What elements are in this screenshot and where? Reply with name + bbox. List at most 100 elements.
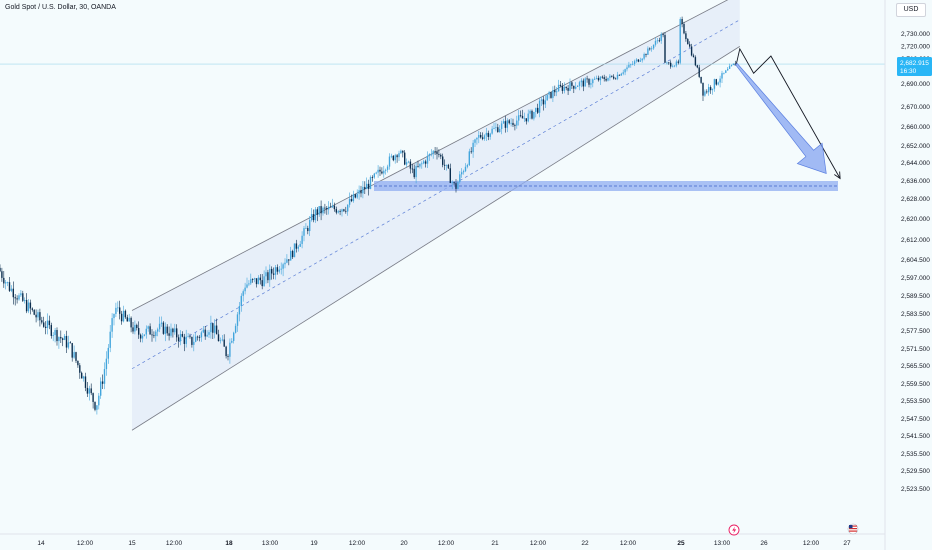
candle-64 xyxy=(120,310,123,325)
candle-28 xyxy=(52,332,54,342)
currency-button[interactable]: USD xyxy=(896,3,926,17)
candle-323 xyxy=(613,74,615,80)
candle-body xyxy=(134,324,136,332)
x-tick-label: 12:00 xyxy=(77,540,94,547)
candle-body xyxy=(10,288,13,291)
candle-379 xyxy=(719,75,721,88)
candle-60 xyxy=(113,313,115,326)
candle-183 xyxy=(347,204,349,216)
candle-11 xyxy=(20,289,22,297)
candle-body xyxy=(652,44,655,49)
candle-body xyxy=(586,78,588,80)
candle-body xyxy=(267,272,269,281)
candle-195 xyxy=(369,175,372,190)
candle-body xyxy=(221,339,223,341)
projection-path xyxy=(735,47,841,179)
candle-180 xyxy=(341,208,343,217)
candle-body xyxy=(377,169,379,173)
candle-body xyxy=(358,190,360,194)
channel-upper-line xyxy=(131,0,729,311)
candle-body xyxy=(316,209,318,215)
candle-48 xyxy=(90,383,92,396)
candle-115 xyxy=(217,329,220,342)
candle-172 xyxy=(326,205,328,215)
candle-84 xyxy=(158,316,161,333)
candle-body xyxy=(375,172,377,174)
candle-body xyxy=(339,211,341,212)
candle-314 xyxy=(595,75,598,80)
candle-body xyxy=(253,278,256,280)
candle-205 xyxy=(388,153,391,170)
candle-body xyxy=(704,91,706,96)
candle-191 xyxy=(362,181,364,199)
candle-body xyxy=(552,90,554,98)
candle-body xyxy=(426,155,429,164)
candle-139 xyxy=(263,270,265,287)
candle-body xyxy=(723,72,725,74)
candle-42 xyxy=(79,363,81,379)
candle-body xyxy=(215,325,218,335)
candle-250 xyxy=(474,138,476,147)
candle-367 xyxy=(696,64,698,69)
candle-body xyxy=(713,79,716,89)
candle-34 xyxy=(63,334,66,341)
last-price-tag-bg xyxy=(897,57,932,77)
candle-94 xyxy=(177,334,180,348)
candle-body xyxy=(105,358,108,370)
candle-body xyxy=(468,151,470,165)
candle-body xyxy=(286,259,288,263)
candle-body xyxy=(92,393,94,402)
candle-268 xyxy=(508,119,510,125)
candle-body xyxy=(151,334,153,336)
x-tick-label: 13:00 xyxy=(714,540,731,547)
candle-body xyxy=(337,211,339,213)
candle-107 xyxy=(202,326,204,334)
candle-body xyxy=(132,327,134,332)
candle-301 xyxy=(571,81,573,89)
candle-body xyxy=(489,133,491,137)
candle-body xyxy=(56,330,58,342)
y-tick-label: 2,628.000 xyxy=(901,196,930,203)
lightning-icon[interactable] xyxy=(728,524,740,536)
candle-body xyxy=(413,168,415,178)
candle-body xyxy=(369,177,372,189)
candle-14 xyxy=(25,293,28,314)
candle-body xyxy=(514,125,516,126)
candle-197 xyxy=(373,172,375,179)
candle-165 xyxy=(312,209,315,223)
candle-body xyxy=(174,328,176,333)
candle-body xyxy=(385,169,387,171)
candle-body xyxy=(293,243,296,258)
candle-332 xyxy=(630,63,632,68)
candle-150 xyxy=(284,258,286,269)
candle-370 xyxy=(702,82,704,102)
candle-body xyxy=(538,100,541,113)
candle-381 xyxy=(723,72,725,75)
y-tick-label: 2,730.000 xyxy=(901,31,930,38)
candle-365 xyxy=(692,53,695,58)
x-tick-label: 15 xyxy=(128,540,136,547)
candle-151 xyxy=(286,254,288,264)
candle-body xyxy=(569,82,571,91)
candle-317 xyxy=(601,75,603,79)
candle-158 xyxy=(299,240,301,247)
candle-body xyxy=(6,282,9,283)
channel-fill xyxy=(132,0,740,431)
candle-210 xyxy=(398,150,400,162)
candle-body xyxy=(381,171,383,174)
candle-body xyxy=(417,166,419,167)
candle-121 xyxy=(229,338,231,364)
candle-body xyxy=(455,183,457,189)
candle-body xyxy=(493,127,495,129)
projection-arrowhead xyxy=(834,171,841,180)
us-flag-icon[interactable] xyxy=(847,523,859,535)
candle-body xyxy=(320,206,322,214)
candle-body xyxy=(366,183,368,190)
candle-63 xyxy=(119,300,121,320)
candle-body xyxy=(461,172,463,175)
candle-132 xyxy=(250,273,252,285)
candle-110 xyxy=(208,329,210,338)
candle-body xyxy=(584,78,586,87)
candle-body xyxy=(700,76,702,83)
